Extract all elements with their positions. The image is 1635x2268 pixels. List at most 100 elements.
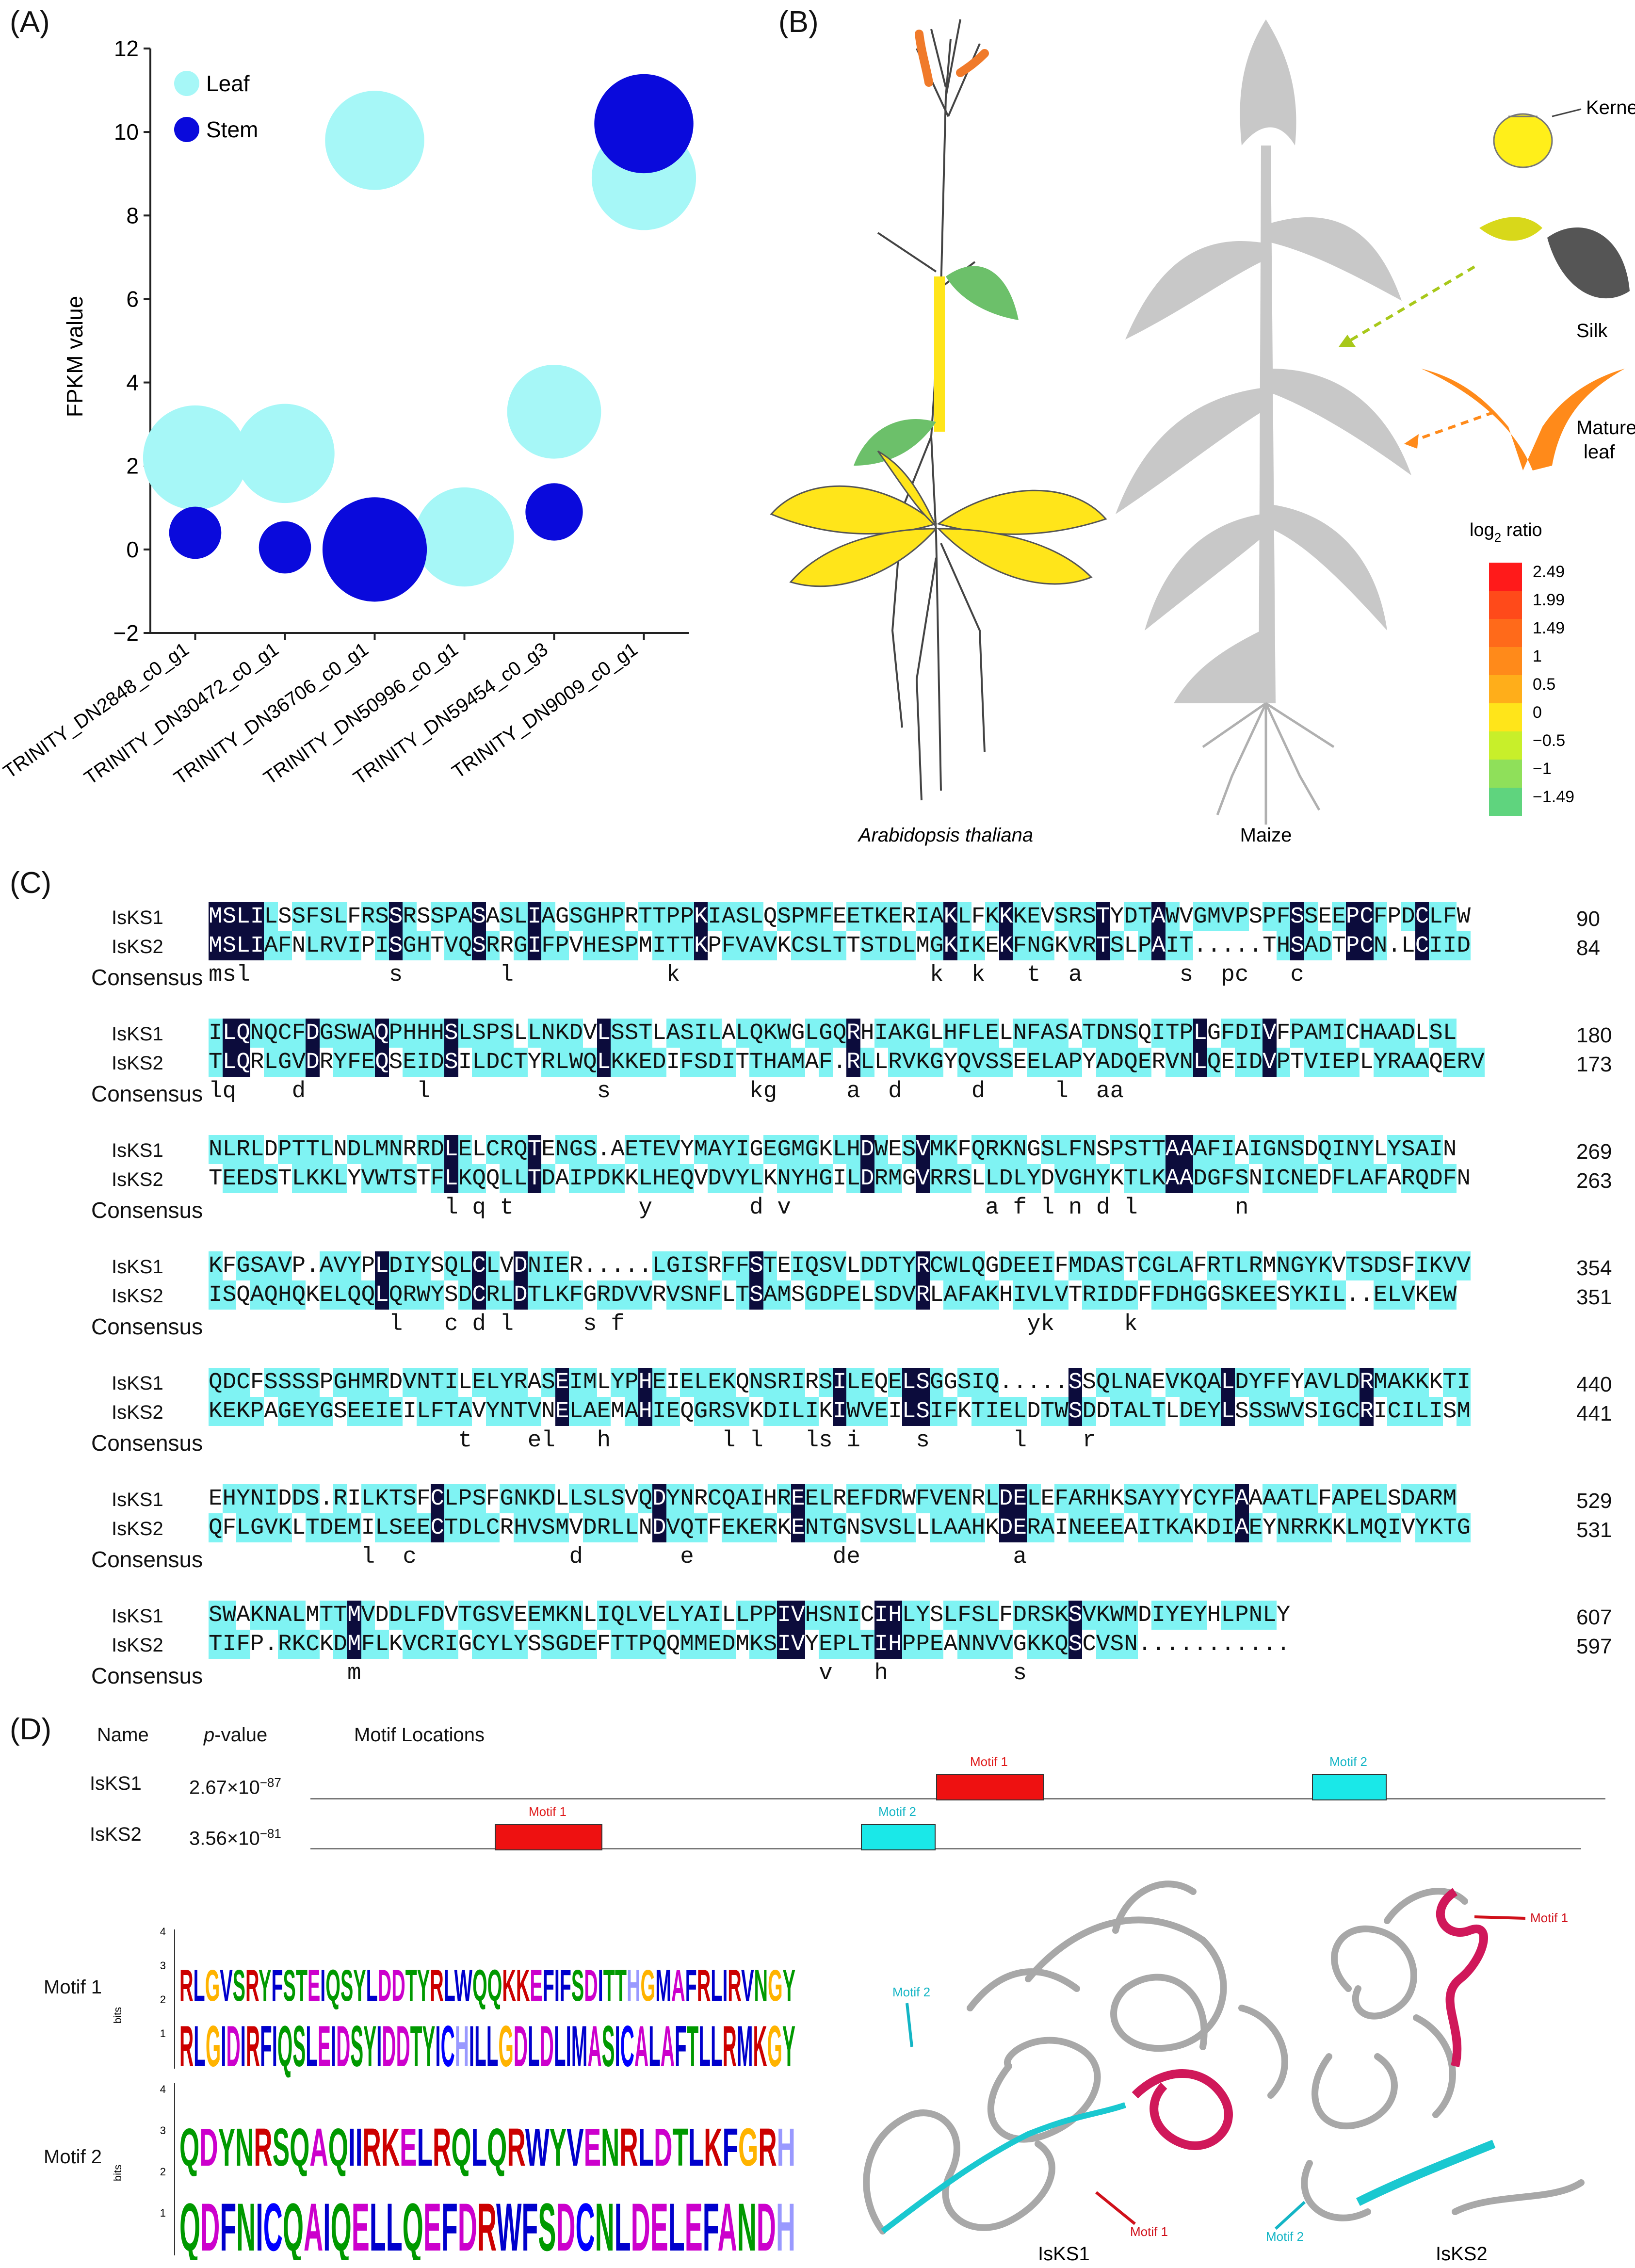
seq-name: IsKS2 [112,1285,163,1307]
seq-name: IsKS2 [112,1053,163,1074]
consensus-label: Consensus [91,1547,203,1572]
bubble-leaf [325,91,424,190]
ear-icon [1547,227,1630,299]
seq-name: IsKS1 [112,1023,163,1045]
consensus-sequence: l q t y d v a f l n d l n [444,1195,1249,1221]
chart-legend: Leaf Stem [174,71,258,142]
position-number: 441 [1576,1402,1612,1426]
consensus-sequence: l c d l s f yk k [389,1311,1138,1337]
aligned-sequence: QDCFSSSSPGHMRDVNTILELYRASEIMLYPHEIELEKQN… [209,1368,1471,1397]
motif2-location-bar [1312,1774,1387,1800]
aligned-sequence: MSLIAFNLRVIPISGHTVQSRRGIFPVHESPMITTKPFVA… [209,931,1471,960]
position-number: 173 [1576,1053,1612,1076]
arabidopsis-flower [956,49,989,77]
legend-label: Leaf [206,71,250,96]
scale-swatch [1489,788,1522,816]
isks1-structure-label: IsKS1 [1038,2243,1090,2265]
position-number: 180 [1576,1023,1612,1047]
log-ratio-legend-title: log2 ratio [1470,520,1542,545]
aligned-sequence: NLRLDPTTLNDLMNRRDLELCRQTENGS.AETEVYMAYIG… [209,1135,1457,1164]
position-number: 531 [1576,1518,1612,1542]
seq-name: IsKS1 [112,907,163,928]
isks2-motif1-label: Motif 1 [1530,1911,1568,1925]
logo-tick: 2 [160,2166,166,2178]
consensus-label: Consensus [91,965,203,990]
aligned-sequence: KEKPAGEYGSEEIEILFTAVYNTVNELAEMAHIEQGRSVK… [209,1397,1471,1426]
bubble-stem [594,74,694,174]
motif2-location-label: Motif 2 [878,1804,917,1819]
logo2-label: Motif 2 [44,2146,102,2168]
scale-swatch [1489,675,1522,703]
row-pvalue: 3.56×10−81 [189,1826,281,1849]
consensus-label: Consensus [91,1314,203,1339]
protein-structures: Motif 2 Motif 1 IsKS1 Motif 1 Motif 2 Is… [863,1880,1585,2265]
panel-a-label: (A) [10,5,50,39]
seq-name: IsKS2 [112,936,163,957]
logo-tick: 1 [160,2027,166,2040]
seq-name: IsKS1 [112,1373,163,1394]
isks2-motif2-arrow [1274,2201,1306,2230]
consensus-label: Consensus [91,1198,203,1223]
logo2-axis: bits 4 3 2 1 [112,2083,175,2255]
seq-name: IsKS2 [112,1635,163,1656]
legend-marker [174,117,199,142]
aligned-sequence: TEEDSTLKKLYVWTSTFLKQQLLTDAIPDKKLHEQVDVYL… [209,1164,1471,1193]
motif-locations-header: Motif Locations [354,1724,485,1746]
arabidopsis-illustration [877,19,986,801]
y-tick-label: 0 [126,537,139,562]
arabidopsis-label: Arabidopsis thaliana [858,825,1033,846]
scale-label: −1 [1533,760,1552,778]
consensus-label: Consensus [91,1081,203,1106]
bubble-stem [525,483,583,541]
position-number: 84 [1576,936,1600,960]
motif1-location-label: Motif 1 [528,1804,567,1819]
position-number: 597 [1576,1635,1612,1658]
logo2-top-letters: QDYNRSQAQIIRKELRQLQRWYVENRLDTLKFGRH [179,2118,795,2177]
aligned-sequence: EHYNIDDS.RILKTSFCLPSFGNKDLLSLSVQDYNRCQAI… [209,1484,1457,1513]
logo2-bottom-letters: QDFNICQAIQELLQEFDRWFSDCNLDELEFANDH [179,2189,795,2260]
y-tick-label: −2 [113,620,139,646]
y-axis-label: FPKM value [62,296,87,418]
aligned-sequence: SWAKNALMTTMVDDLFDVTGSVEEMKNLIQLVELYAILLP… [209,1601,1290,1630]
y-tick-label: 12 [114,36,139,61]
row-name: IsKS1 [90,1773,142,1794]
consensus-sequence: l c d e de a [361,1544,1027,1570]
consensus-sequence: m v h s [347,1660,1027,1686]
isks1-motif1-helix [1132,2069,1233,2150]
panel-d-label: (D) [10,1713,52,1746]
motif2-location-label: Motif 2 [1329,1754,1368,1769]
arabidopsis-stem-highlight [934,276,945,432]
isks2-motif2-helix [1356,2139,1496,2206]
kernel-label: Kernel [1586,97,1635,118]
logo-tick: 1 [160,2207,166,2219]
isks1-motif1-label: Motif 1 [1130,2224,1168,2239]
scale-label: 1 [1533,647,1542,665]
aligned-sequence: ISQAQHQKELQQLQRWYSDCRLDTLKFGRDVVRVSNFLTS… [209,1280,1457,1310]
seq-name: IsKS1 [112,1605,163,1627]
aligned-sequence: TIFP.RKCKDMFLKVCRIGCYLYSSGDEFTTPQQMMEDMK… [209,1630,1290,1659]
logo1-label: Motif 1 [44,1976,102,1998]
row-pvalue: 2.67×10−87 [189,1775,281,1798]
isks2-structure [1301,1888,1585,2221]
logo-tick: 3 [160,2124,166,2137]
logo1-top-letters: RLGVSRYFSTEIQSYLDDTYRLWQQKKEFIFSDITTHGMA… [179,1961,795,2010]
y-tick-label: 8 [126,203,139,228]
mature-leaf-arrow [1411,411,1494,443]
motif1-location-bar [495,1824,602,1850]
bubble-leaf [143,405,248,510]
y-tick-label: 10 [114,119,139,145]
position-number: 351 [1576,1285,1612,1309]
panel-c-label: (C) [10,866,52,900]
isks1-structure [863,1880,1288,2235]
seq-name: IsKS1 [112,1140,163,1161]
scale-swatch [1489,619,1522,647]
mature-leaf-label-1: Mature [1576,417,1635,438]
kernel-pointer [1552,108,1582,117]
motif1-location-bar [936,1774,1044,1800]
motif1-location-label: Motif 1 [970,1754,1008,1769]
scale-label: 0 [1533,703,1542,722]
bits-label: bits [112,2165,124,2181]
arabidopsis-cauline-leaf [946,266,1019,320]
isks2-structure-label: IsKS2 [1436,2243,1488,2265]
